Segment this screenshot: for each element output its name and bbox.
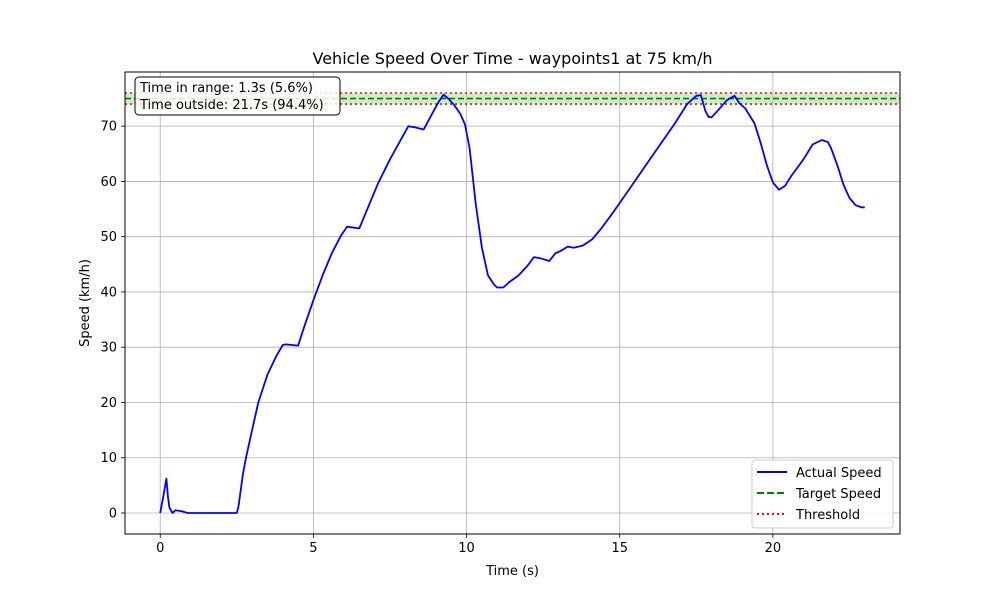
x-axis-label: Time (s) (485, 564, 539, 579)
x-tick-label: 20 (765, 541, 782, 556)
y-tick-label: 20 (100, 396, 117, 411)
y-tick-label: 60 (100, 175, 117, 190)
actual-speed-line (159, 93, 865, 514)
legend-label-target-speed: Target Speed (795, 487, 881, 502)
y-tick-label: 30 (100, 341, 117, 356)
x-tick-label: 10 (458, 541, 475, 556)
stats-annotation-box (134, 76, 341, 116)
stats-time-outside: Time outside: 21.7s (94.4%) (139, 98, 324, 113)
x-tick-label: 5 (309, 541, 317, 556)
legend-box (751, 459, 894, 529)
chart-title: Vehicle Speed Over Time - waypoints1 at … (313, 49, 713, 68)
stats-time-in-range: Time in range: 1.3s (5.6%) (139, 81, 313, 96)
plot-area-frame (124, 71, 901, 535)
y-tick-label: 10 (100, 451, 117, 466)
legend: Actual Speed Target Speed Threshold (751, 459, 894, 529)
x-tick-label: 0 (156, 541, 164, 556)
legend-label-threshold: Threshold (795, 508, 860, 523)
axis-ticks: 0 5 10 15 20 0 10 20 30 40 50 60 70 (100, 120, 781, 556)
y-tick-label: 70 (100, 120, 117, 135)
y-tick-label: 50 (100, 230, 117, 245)
grid (125, 72, 900, 534)
legend-label-actual-speed: Actual Speed (796, 466, 882, 481)
stats-annotation: Time in range: 1.3s (5.6%) Time outside:… (134, 76, 341, 116)
y-tick-label: 40 (100, 285, 117, 300)
y-axis-label: Speed (km/h) (78, 259, 93, 347)
x-tick-label: 15 (611, 541, 628, 556)
series-layer (159, 93, 865, 514)
y-tick-label: 0 (109, 507, 117, 522)
